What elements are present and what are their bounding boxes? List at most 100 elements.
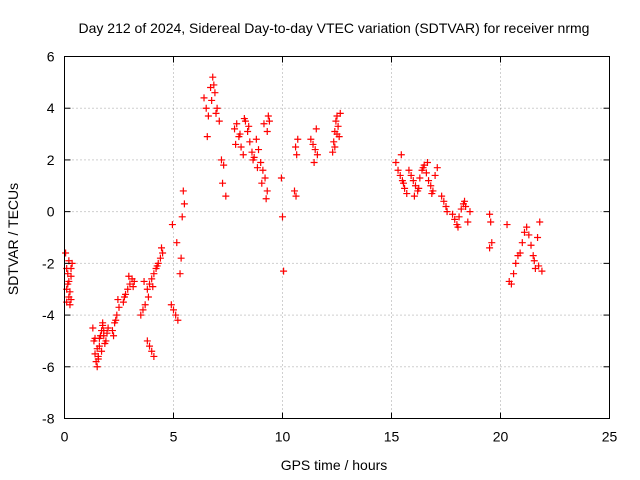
y-axis-label: SDTVAR / TECUs (5, 183, 21, 295)
data-point (67, 296, 75, 304)
data-point (428, 190, 436, 198)
y-tick-label: -6 (42, 359, 55, 375)
data-point (427, 182, 435, 190)
data-point (433, 164, 441, 172)
data-point (244, 127, 252, 135)
data-point (212, 109, 220, 117)
data-point (536, 218, 544, 226)
x-tick-label: 0 (61, 429, 69, 445)
data-point (237, 143, 245, 151)
data-point (150, 352, 158, 360)
axis-ticks (64, 56, 610, 419)
plot-frame (64, 56, 610, 419)
y-tick-label: -4 (42, 307, 55, 323)
data-point (538, 267, 546, 275)
data-point (240, 115, 248, 123)
data-point (258, 179, 266, 187)
data-point (172, 311, 180, 319)
data-point (231, 125, 239, 133)
data-point (487, 218, 495, 226)
data-point (309, 140, 317, 148)
data-point (523, 223, 531, 231)
data-point (159, 249, 167, 257)
data-point (290, 187, 298, 195)
data-point (203, 133, 211, 141)
grid (64, 56, 610, 419)
data-point (64, 270, 72, 278)
data-point (200, 94, 208, 102)
data-point (259, 166, 267, 174)
y-tick-label: -2 (42, 255, 55, 271)
data-point (150, 270, 158, 278)
data-point (520, 228, 528, 236)
data-point (208, 96, 216, 104)
data-point (516, 249, 524, 257)
data-point (108, 327, 116, 335)
data-point (311, 146, 319, 154)
data-point (332, 117, 340, 125)
data-point (139, 306, 147, 314)
data-point (91, 334, 99, 342)
data-point (222, 192, 230, 200)
data-point (213, 104, 221, 112)
data-point (330, 138, 338, 146)
data-point (99, 319, 107, 327)
data-point (236, 130, 244, 138)
data-point (102, 337, 110, 345)
data-point (457, 205, 465, 213)
data-point (233, 120, 241, 128)
data-point (180, 200, 188, 208)
y-tick-label: 0 (47, 204, 55, 220)
data-point (507, 280, 515, 288)
data-point (535, 262, 543, 270)
data-point (422, 169, 430, 177)
data-point (431, 171, 439, 179)
data-point (248, 148, 256, 156)
data-point (307, 135, 315, 143)
data-point (466, 208, 474, 216)
data-point (294, 135, 302, 143)
data-point (246, 138, 254, 146)
data-point (419, 164, 427, 172)
data-point (310, 159, 318, 167)
data-point (416, 174, 424, 182)
data-point (110, 332, 118, 340)
data-point (168, 221, 176, 229)
x-tick-label: 25 (602, 429, 618, 445)
data-point (137, 311, 145, 319)
data-point (149, 283, 157, 291)
data-point (141, 301, 149, 309)
data-point (170, 306, 177, 314)
data-point (401, 184, 409, 192)
data-point (178, 213, 186, 221)
data-point (486, 244, 494, 252)
data-point (454, 223, 462, 231)
chart-title: Day 212 of 2024, Sidereal Day-to-day VTE… (79, 20, 590, 36)
data-point (312, 125, 320, 133)
data-point (292, 143, 300, 151)
data-point (438, 192, 446, 200)
data-point (442, 202, 450, 210)
x-tick-labels: 0 5 10 15 20 25 (61, 429, 618, 445)
data-point (120, 293, 128, 301)
data-point (277, 174, 285, 182)
data-point (115, 303, 123, 311)
data-point (211, 89, 219, 97)
data-point (130, 277, 138, 285)
data-point (93, 363, 101, 371)
data-point (67, 265, 75, 273)
data-point (119, 298, 127, 306)
data-point (333, 130, 341, 138)
data-point (409, 177, 417, 185)
data-point (232, 140, 240, 148)
data-point (257, 159, 265, 167)
data-point (396, 171, 404, 179)
data-point (461, 197, 469, 205)
data-point (510, 270, 518, 278)
data-point (527, 241, 535, 249)
data-point (177, 254, 185, 262)
data-point (215, 117, 223, 125)
data-point (113, 311, 121, 319)
y-tick-label: -8 (42, 411, 55, 427)
data-point (464, 218, 472, 226)
